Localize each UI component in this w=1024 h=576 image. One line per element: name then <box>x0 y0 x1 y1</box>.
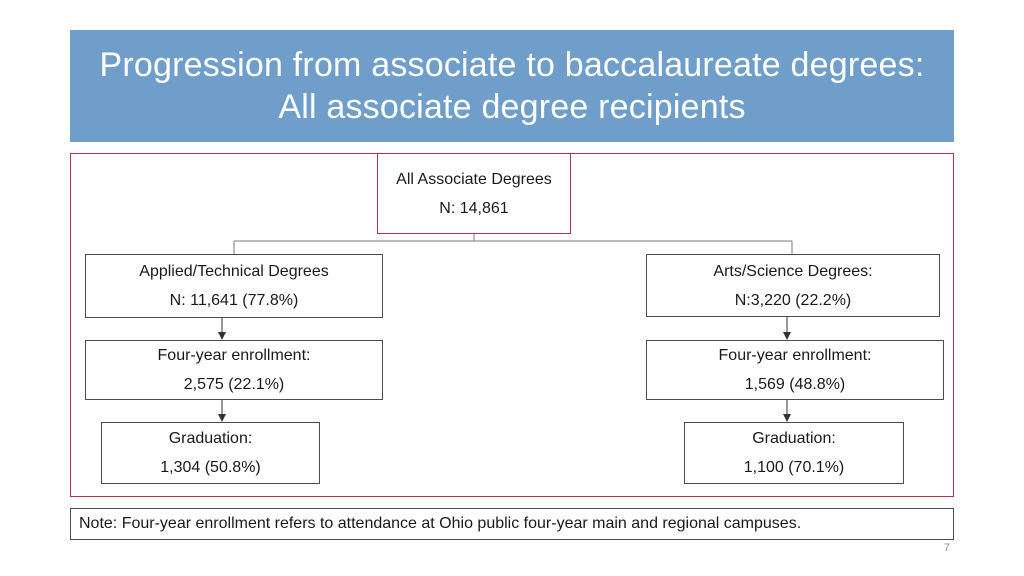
node-right-four-year-enrollment: Four-year enrollment: 1,569 (48.8%) <box>646 340 944 400</box>
node-right-graduation: Graduation: 1,100 (70.1%) <box>684 422 904 484</box>
node-value: 1,100 (70.1%) <box>743 459 845 476</box>
slide-title-line-2: All associate degree recipients <box>278 88 746 126</box>
node-value: 1,569 (48.8%) <box>744 376 846 393</box>
footnote-box: Note: Four-year enrollment refers to att… <box>70 508 954 540</box>
node-label: Graduation: <box>752 430 836 447</box>
root-node-all-associate-degrees: All Associate Degrees N: 14,861 <box>377 153 571 234</box>
node-label: Four-year enrollment: <box>157 347 311 364</box>
node-value: N: 11,641 (77.8%) <box>169 292 299 309</box>
node-left-graduation: Graduation: 1,304 (50.8%) <box>101 422 320 484</box>
slide-title-line-1: Progression from associate to baccalaure… <box>99 46 925 84</box>
root-node-label: All Associate Degrees <box>396 170 552 188</box>
slide-title-banner: Progression from associate to baccalaure… <box>70 30 954 142</box>
node-applied-technical-degrees: Applied/Technical Degrees N: 11,641 (77.… <box>85 254 383 318</box>
node-value: 1,304 (50.8%) <box>160 459 261 476</box>
node-arts-science-degrees: Arts/Science Degrees: N:3,220 (22.2%) <box>646 254 940 317</box>
node-label: Applied/Technical Degrees <box>139 263 329 280</box>
node-label: Arts/Science Degrees: <box>713 262 873 280</box>
node-value: N:3,220 (22.2%) <box>734 291 852 309</box>
root-node-value: N: 14,861 <box>439 199 509 217</box>
node-label: Graduation: <box>168 430 253 447</box>
page-number: 7 <box>943 542 950 554</box>
node-value: 2,575 (22.1%) <box>183 376 285 393</box>
node-left-four-year-enrollment: Four-year enrollment: 2,575 (22.1%) <box>85 340 383 400</box>
node-label: Four-year enrollment: <box>718 347 872 364</box>
